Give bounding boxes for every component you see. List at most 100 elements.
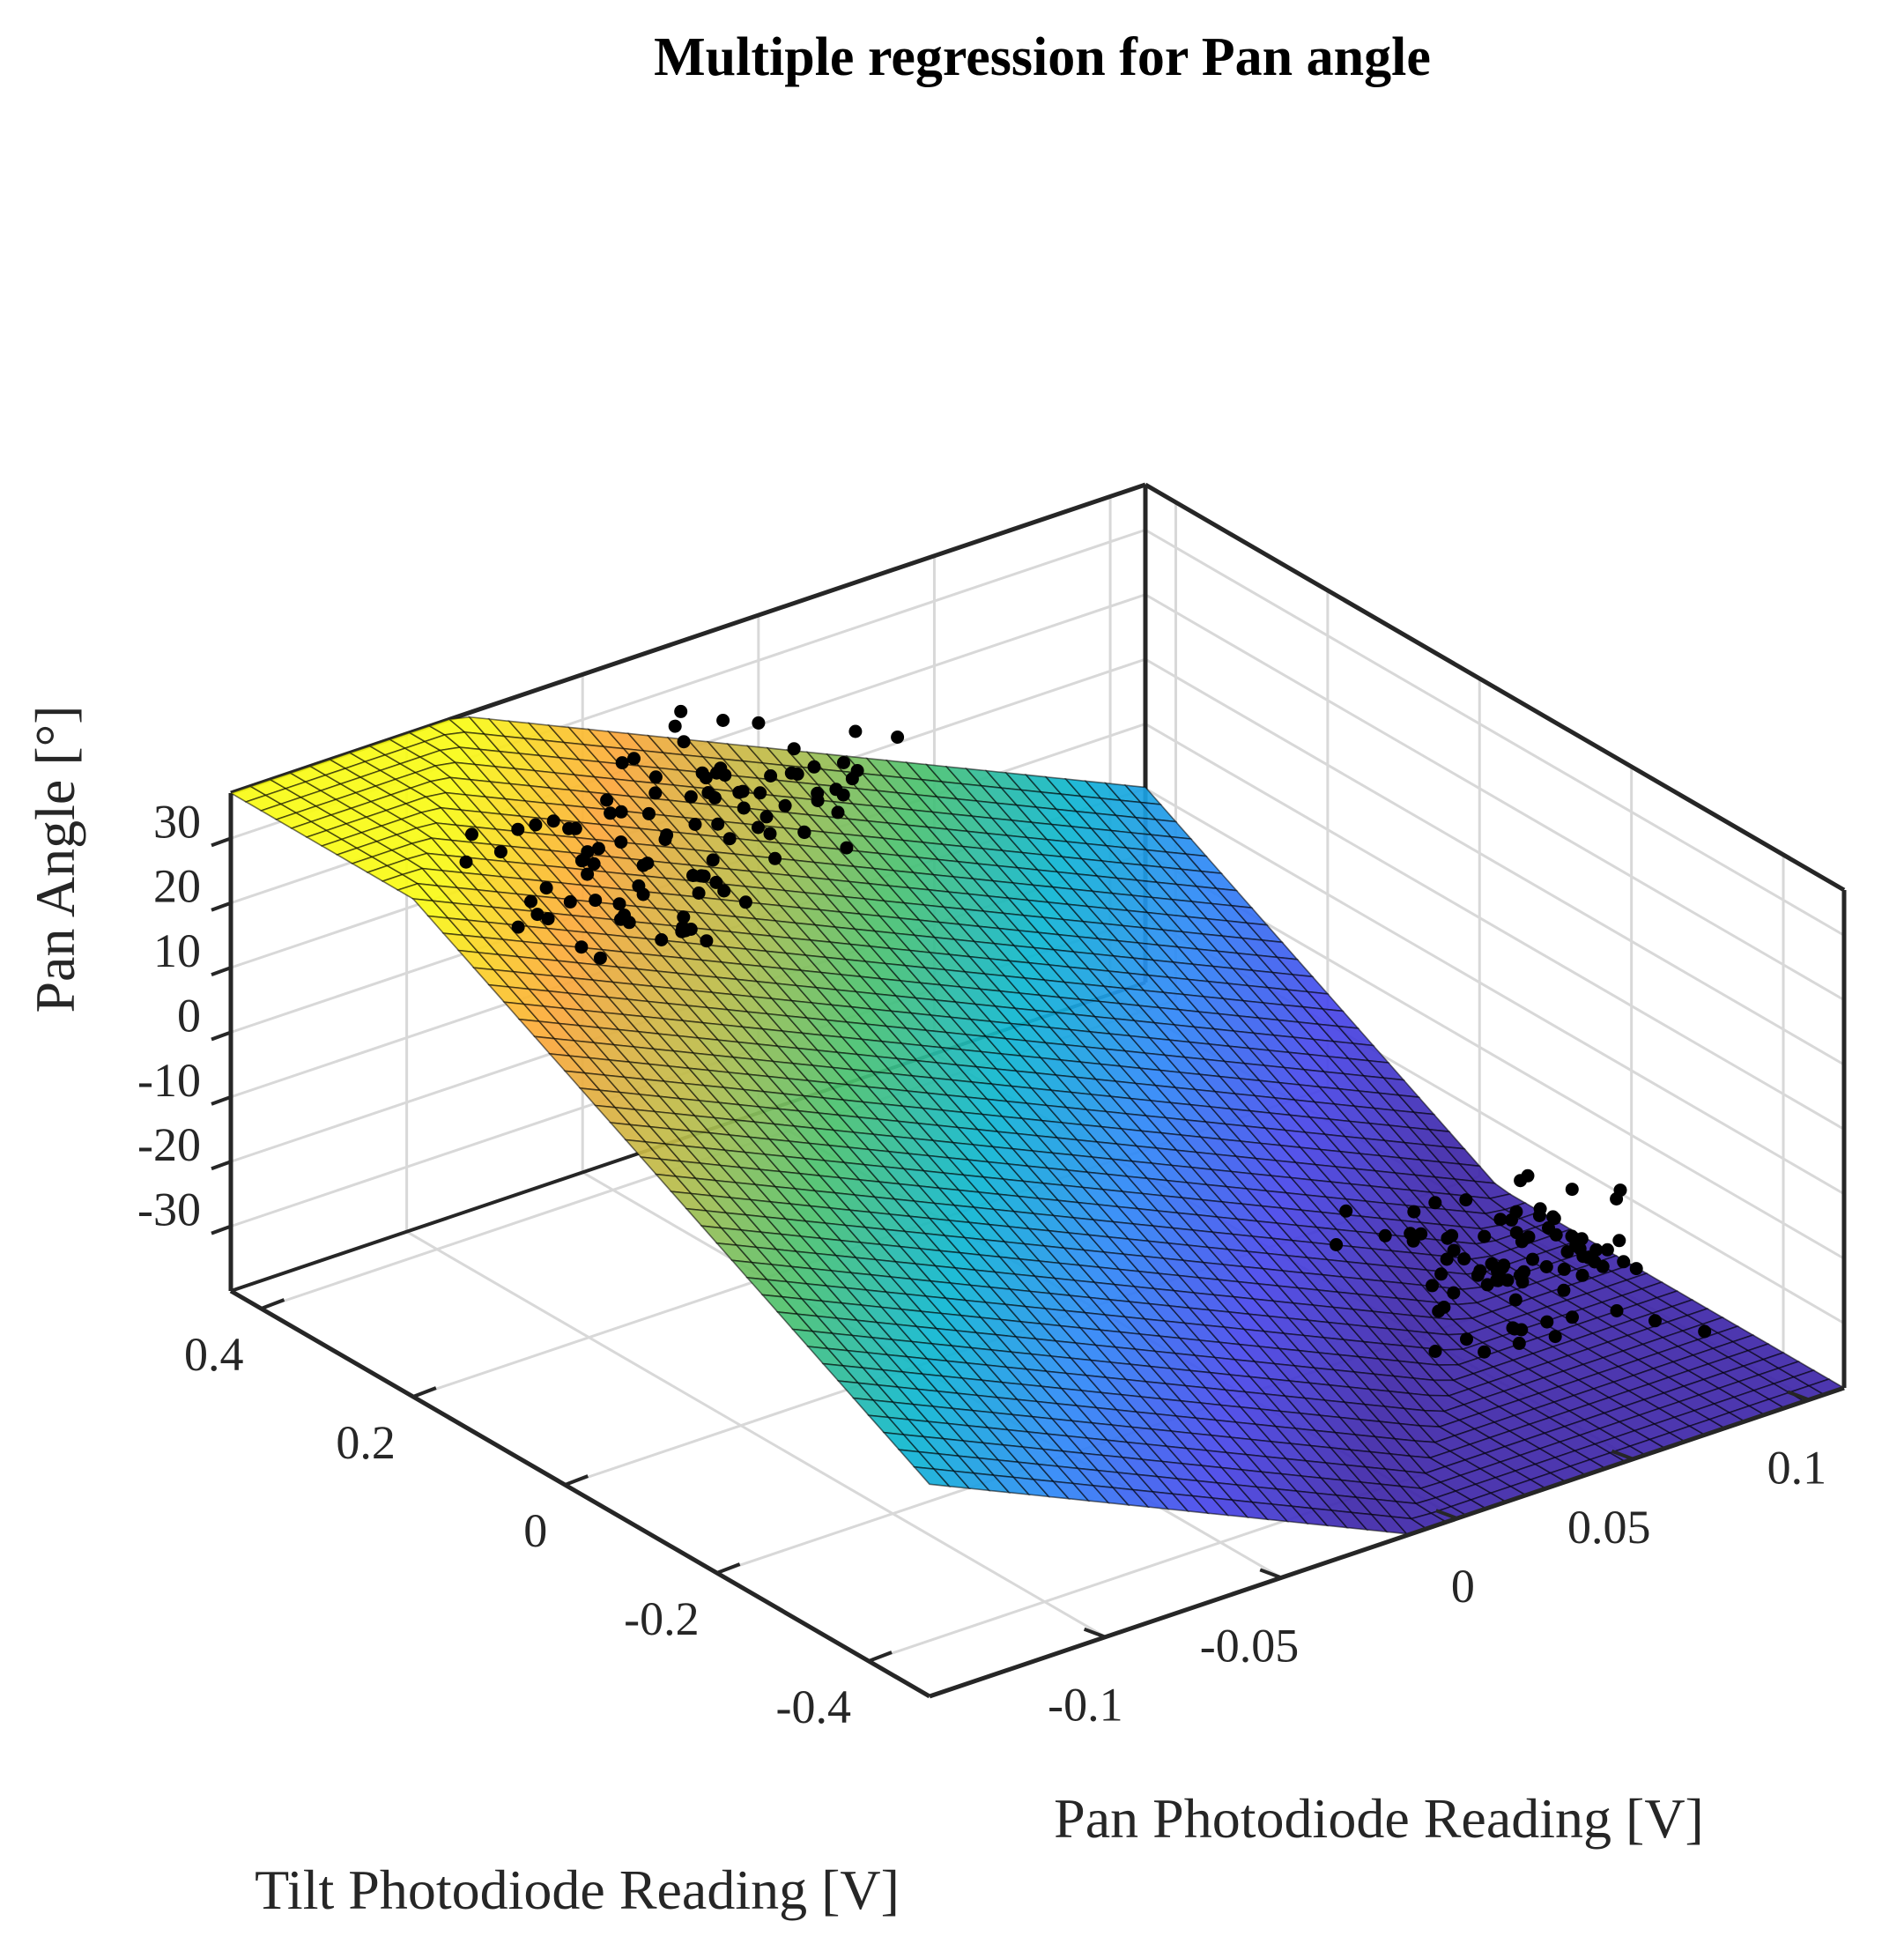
data-point-93 bbox=[600, 793, 614, 807]
grid-line-x-floor bbox=[405, 1230, 1107, 1638]
data-point-140 bbox=[1566, 1310, 1579, 1324]
data-point-113 bbox=[1457, 1252, 1471, 1266]
data-point-130 bbox=[1548, 1330, 1562, 1344]
x-tick-label: 0.1 bbox=[1767, 1441, 1827, 1494]
data-point-87 bbox=[752, 716, 766, 730]
data-point-97 bbox=[493, 845, 507, 859]
data-point-103 bbox=[1617, 1255, 1631, 1269]
grid-line-z-back-right bbox=[1145, 657, 1845, 1066]
data-point-68 bbox=[615, 756, 629, 770]
data-point-12 bbox=[706, 853, 720, 867]
data-point-99 bbox=[655, 933, 669, 946]
data-point-55 bbox=[811, 786, 825, 800]
chart-title: Multiple regression for Pan angle bbox=[654, 27, 1431, 87]
data-point-53 bbox=[581, 867, 595, 881]
y-tick-mark bbox=[412, 1386, 437, 1398]
z-tick-mark bbox=[211, 1160, 232, 1171]
z-tick-label: -10 bbox=[137, 1054, 201, 1107]
data-point-39 bbox=[539, 881, 553, 895]
data-point-175 bbox=[1445, 1228, 1459, 1243]
data-point-104 bbox=[1330, 1238, 1344, 1251]
x-tick-label: 0 bbox=[1451, 1560, 1475, 1613]
data-point-59 bbox=[836, 788, 850, 802]
grid-line-z-back-right bbox=[1145, 723, 1845, 1131]
y-tick-label: 0.2 bbox=[336, 1416, 396, 1469]
z-tick-mark bbox=[211, 1030, 232, 1042]
data-point-123 bbox=[1339, 1204, 1353, 1218]
data-point-148 bbox=[1557, 1283, 1571, 1297]
data-point-125 bbox=[1522, 1230, 1536, 1244]
data-point-83 bbox=[581, 845, 595, 859]
z-tick-mark bbox=[211, 1224, 232, 1235]
data-point-42 bbox=[737, 801, 751, 815]
data-point-22 bbox=[524, 894, 537, 909]
data-point-182 bbox=[1428, 1196, 1442, 1210]
data-point-74 bbox=[845, 772, 859, 786]
data-point-81 bbox=[674, 704, 688, 718]
data-point-49 bbox=[677, 735, 691, 749]
data-point-51 bbox=[614, 835, 628, 849]
data-point-159 bbox=[1557, 1262, 1571, 1276]
y-tick-label: -0.2 bbox=[624, 1592, 699, 1645]
data-point-89 bbox=[831, 805, 845, 820]
data-point-145 bbox=[1539, 1260, 1553, 1273]
z-tick-mark bbox=[211, 966, 232, 976]
data-point-70 bbox=[529, 818, 543, 832]
data-point-128 bbox=[1508, 1293, 1522, 1307]
z-tick-label: -30 bbox=[137, 1183, 201, 1236]
grid-line-z-back-right bbox=[1145, 593, 1845, 1002]
data-point-183 bbox=[1576, 1250, 1590, 1264]
data-point-16 bbox=[752, 820, 765, 835]
box-edge-back-top-right bbox=[1144, 482, 1846, 893]
data-point-77 bbox=[716, 714, 730, 727]
data-point-91 bbox=[692, 886, 706, 900]
data-point-48 bbox=[763, 827, 777, 841]
data-point-80 bbox=[593, 951, 607, 965]
data-point-19 bbox=[459, 855, 473, 869]
data-point-160 bbox=[1596, 1259, 1610, 1273]
data-point-10 bbox=[660, 828, 674, 842]
data-point-90 bbox=[632, 879, 646, 893]
data-point-79 bbox=[636, 858, 650, 872]
z-tick-label: -20 bbox=[137, 1118, 201, 1171]
data-point-179 bbox=[1460, 1332, 1473, 1346]
grid-line-z-back-right bbox=[1145, 787, 1845, 1196]
data-point-33 bbox=[778, 798, 792, 812]
data-point-8 bbox=[891, 731, 905, 744]
y-tick-label: -0.4 bbox=[776, 1680, 851, 1733]
data-point-176 bbox=[1471, 1268, 1485, 1282]
data-point-86 bbox=[790, 767, 804, 781]
y-tick-mark bbox=[564, 1474, 589, 1487]
data-point-165 bbox=[1434, 1267, 1448, 1281]
data-point-62 bbox=[722, 832, 737, 846]
z-tick-label: 10 bbox=[153, 924, 201, 977]
data-point-142 bbox=[1610, 1304, 1624, 1317]
data-point-56 bbox=[642, 806, 656, 820]
data-point-57 bbox=[511, 822, 525, 836]
y-tick-mark bbox=[260, 1298, 285, 1310]
data-point-108 bbox=[1426, 1279, 1439, 1293]
data-point-15 bbox=[840, 841, 854, 855]
data-point-0 bbox=[787, 742, 801, 756]
data-point-117 bbox=[1478, 1345, 1492, 1359]
data-point-141 bbox=[1565, 1183, 1579, 1197]
data-point-92 bbox=[764, 769, 778, 783]
data-point-6 bbox=[612, 897, 626, 911]
data-point-174 bbox=[1447, 1286, 1461, 1300]
data-point-177 bbox=[1500, 1273, 1515, 1287]
data-point-37 bbox=[589, 894, 603, 908]
data-point-71 bbox=[753, 786, 767, 800]
data-point-72 bbox=[622, 916, 636, 930]
data-point-96 bbox=[530, 908, 545, 922]
x-tick-label: 0.05 bbox=[1567, 1501, 1651, 1554]
data-point-45 bbox=[759, 810, 774, 824]
grid-line-z-back-right bbox=[1145, 529, 1845, 937]
data-point-109 bbox=[1512, 1336, 1526, 1350]
z-tick-mark bbox=[211, 1094, 232, 1106]
data-point-150 bbox=[1437, 1301, 1451, 1314]
x-tick-label: -0.05 bbox=[1200, 1619, 1299, 1672]
y-axis-label: Tilt Photodiode Reading [V] bbox=[255, 1858, 900, 1921]
y-tick-mark bbox=[868, 1651, 893, 1663]
data-point-136 bbox=[1459, 1193, 1473, 1207]
